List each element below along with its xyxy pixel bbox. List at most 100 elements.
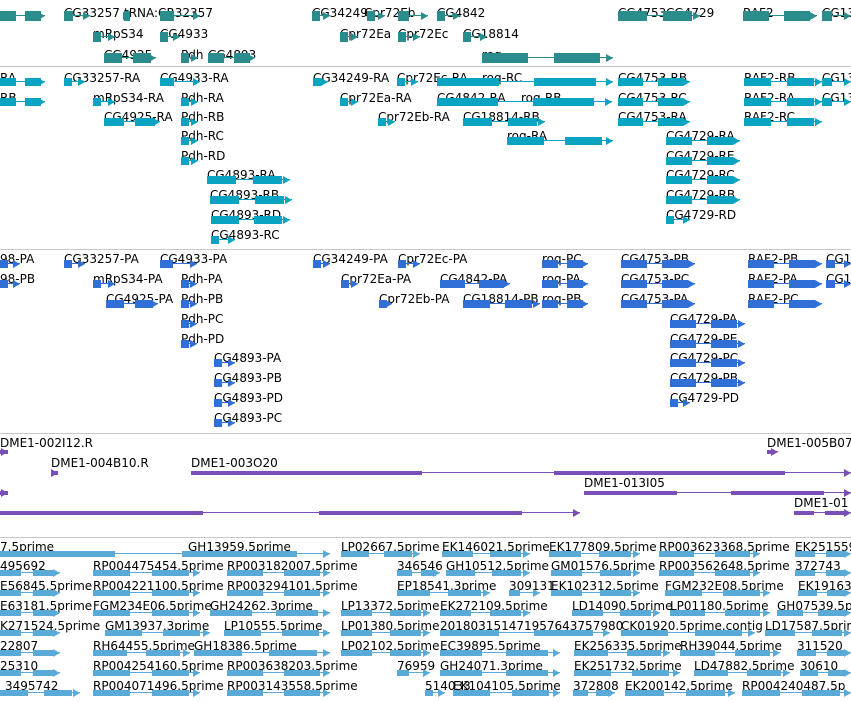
feature-label[interactable]: CG4933 [160,27,209,41]
feature-label[interactable]: GH07539.5p [777,599,851,613]
feature-glyph[interactable] [765,629,851,637]
feature-glyph[interactable] [442,550,530,558]
feature-glyph[interactable] [104,118,160,126]
feature-glyph[interactable] [0,280,20,288]
feature-glyph[interactable] [621,300,695,308]
feature-label[interactable]: LP13372.5prime [341,599,440,613]
feature-label[interactable]: EK272109.5prime [440,599,548,613]
feature-label[interactable]: RP004254160.5prime [93,659,224,673]
feature-glyph[interactable] [93,98,115,106]
feature-glyph[interactable] [665,589,770,597]
feature-glyph[interactable] [542,280,588,288]
feature-glyph[interactable] [748,260,822,268]
feature-glyph[interactable] [160,78,200,86]
feature-glyph[interactable] [0,78,45,86]
feature-glyph[interactable] [194,649,330,657]
feature-label[interactable]: EK177809.5prime [549,540,657,554]
feature-label[interactable]: E56845.5prime [0,579,93,593]
feature-label[interactable]: GH18386.5prime [194,639,297,653]
feature-glyph[interactable] [822,11,851,21]
feature-label[interactable]: EK251732.5prime [574,659,682,673]
feature-glyph[interactable] [744,118,822,126]
feature-label[interactable]: 514033 [425,679,471,693]
feature-glyph[interactable] [584,489,851,497]
feature-glyph[interactable] [482,53,613,63]
feature-glyph[interactable] [574,649,670,657]
feature-label[interactable]: CK01920.5prime.contig [621,619,763,633]
feature-glyph[interactable] [227,669,330,677]
feature-glyph[interactable] [437,78,613,86]
feature-label[interactable]: CG34249-PA [313,252,388,266]
feature-label[interactable]: LD14090.5prime [572,599,673,613]
feature-glyph[interactable] [659,550,760,558]
feature-label[interactable]: 30610 [800,659,839,673]
feature-glyph[interactable] [340,32,358,42]
feature-glyph[interactable] [341,550,420,558]
feature-glyph[interactable] [744,78,822,86]
feature-label[interactable]: RP004240487.5p [742,679,846,693]
feature-label[interactable]: DME1-005B07 [767,436,851,450]
feature-glyph[interactable] [542,300,588,308]
feature-glyph[interactable] [680,649,780,657]
feature-glyph[interactable] [181,300,197,308]
feature-label[interactable]: EK146021.5prime [442,540,550,554]
feature-glyph[interactable] [826,280,851,288]
feature-label[interactable]: Cpr72Ec [398,27,449,41]
feature-label[interactable]: FGM232E08.5prime [665,579,784,593]
feature-glyph[interactable] [621,260,695,268]
feature-label[interactable]: GH24262.3prime [210,599,313,613]
feature-label[interactable]: mRpS34 [93,27,144,41]
feature-label[interactable]: EP18541.3prime [397,579,497,593]
feature-label[interactable]: CG33257 [64,6,120,20]
feature-glyph[interactable] [181,118,198,126]
feature-label[interactable]: LD17587.5prim [765,619,851,633]
feature-glyph[interactable] [0,609,60,617]
feature-glyph[interactable] [224,629,330,637]
feature-glyph[interactable] [93,589,200,597]
feature-glyph[interactable] [794,509,851,517]
feature-label[interactable]: DME1-01 [794,496,849,510]
feature-glyph[interactable] [748,300,822,308]
feature-glyph[interactable] [341,649,430,657]
feature-glyph[interactable] [742,689,851,697]
feature-label[interactable]: 346546 [397,559,443,573]
feature-glyph[interactable] [0,550,330,558]
feature-glyph[interactable] [210,196,292,204]
feature-glyph[interactable] [160,11,200,21]
feature-glyph[interactable] [0,569,60,577]
feature-glyph[interactable] [542,260,588,268]
feature-glyph[interactable] [748,280,822,288]
feature-glyph[interactable] [618,78,690,86]
feature-glyph[interactable] [181,157,198,165]
feature-glyph[interactable] [397,569,440,577]
feature-glyph[interactable] [463,300,540,308]
feature-glyph[interactable] [425,689,445,697]
feature-label[interactable]: LP01180.5prime [670,599,769,613]
feature-label[interactable]: CG4933-PA [160,252,228,266]
feature-label[interactable]: K271524.5prime [0,619,101,633]
feature-glyph[interactable] [795,569,851,577]
feature-glyph[interactable] [666,216,690,224]
feature-glyph[interactable] [0,649,60,657]
feature-label[interactable]: EK102312.5prime [551,579,659,593]
feature-glyph[interactable] [93,649,190,657]
feature-glyph[interactable] [694,669,790,677]
feature-glyph[interactable] [463,32,487,42]
feature-glyph[interactable] [767,448,778,456]
feature-glyph[interactable] [507,137,613,145]
feature-glyph[interactable] [453,689,560,697]
feature-label[interactable]: E63181.5prime [0,599,93,613]
feature-label[interactable]: CG34249-RA [313,71,390,85]
feature-glyph[interactable] [618,98,690,106]
feature-glyph[interactable] [800,669,851,677]
feature-glyph[interactable] [93,609,200,617]
feature-glyph[interactable] [64,78,85,86]
feature-glyph[interactable] [64,260,85,268]
feature-glyph[interactable] [397,589,490,597]
feature-glyph[interactable] [367,11,385,21]
feature-glyph[interactable] [207,176,290,184]
feature-label[interactable]: 495692 [0,559,46,573]
feature-glyph[interactable] [777,609,851,617]
feature-glyph[interactable] [0,11,45,21]
feature-label[interactable]: DME1-004B10.R [51,456,149,470]
